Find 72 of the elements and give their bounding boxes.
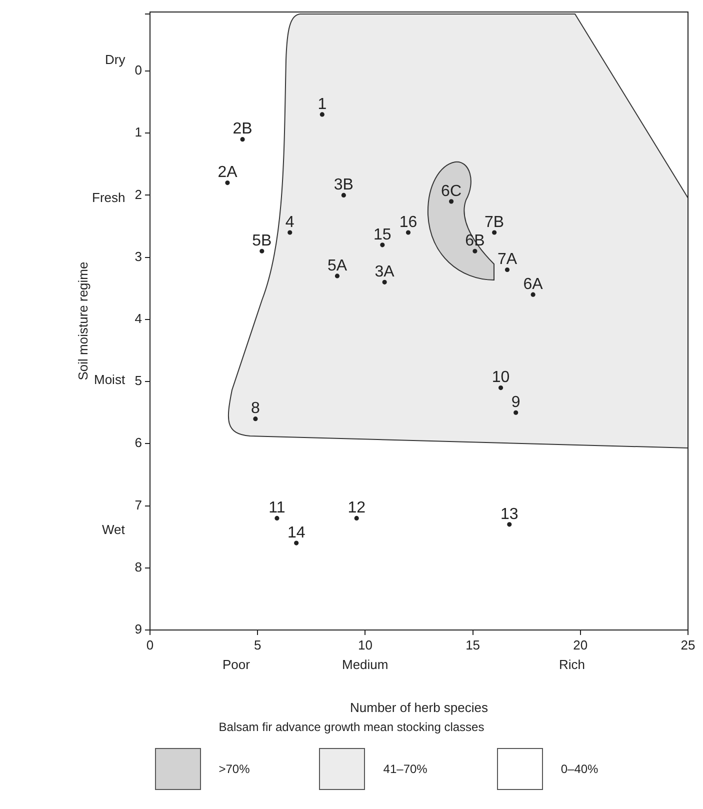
series-label: 2A <box>218 164 238 182</box>
series-label: 14 <box>287 524 306 542</box>
series-label: 8 <box>250 400 260 418</box>
point <box>507 522 512 527</box>
x-tick-label: 25 <box>680 637 696 652</box>
text: 41–70% <box>383 762 428 776</box>
y-tick-label: 5 <box>134 373 142 388</box>
series-label: 7A <box>497 251 518 268</box>
series-label: 6A <box>523 276 544 294</box>
point <box>334 274 340 278</box>
legend-title: Balsam fir advance growth mean stocking classes <box>218 720 486 734</box>
y-axis-title: Soil moisture regime <box>75 262 90 380</box>
point <box>288 230 292 235</box>
point <box>498 385 504 390</box>
point <box>380 242 385 248</box>
text: Rich <box>559 657 586 673</box>
point <box>530 292 536 297</box>
y-tick-label: 8 <box>134 559 142 574</box>
y-tick-label: 9 <box>134 622 142 637</box>
y-tick-label: 1 <box>134 124 142 140</box>
point <box>260 248 264 254</box>
text: Dry <box>105 52 126 68</box>
point <box>514 410 518 415</box>
text: Poor <box>222 657 250 673</box>
point <box>225 180 230 186</box>
point <box>504 267 510 272</box>
text: Fresh <box>92 190 126 206</box>
series-label: 3A <box>374 264 395 281</box>
series-label: 2B <box>232 120 252 138</box>
point <box>354 516 359 520</box>
x-tick-label: 15 <box>466 637 480 652</box>
series-label: 10 <box>492 369 510 386</box>
point <box>492 230 497 235</box>
series-label: 15 <box>374 226 392 244</box>
point <box>406 230 411 235</box>
y-tick-label: 4 <box>134 311 142 326</box>
x-tick-label: 10 <box>358 637 372 652</box>
text: 0–40% <box>560 762 598 776</box>
point <box>382 280 387 284</box>
point <box>448 199 454 204</box>
point <box>274 516 280 520</box>
series-label: 5A <box>327 257 348 274</box>
series-label: 3B <box>334 176 354 194</box>
point <box>253 416 258 422</box>
point <box>294 540 299 546</box>
y-tick-label: 2 <box>134 186 142 202</box>
series-label: 13 <box>500 506 518 523</box>
y-tick-label: 6 <box>134 435 142 450</box>
y-tick-label: 7 <box>134 497 142 512</box>
x-axis-title: Number of herb species <box>350 700 489 715</box>
series-label: 1 <box>318 96 327 113</box>
y-tick-label: 0 <box>134 62 142 78</box>
x-tick-label: 5 <box>254 637 262 652</box>
text: Medium <box>342 657 388 673</box>
series-label: 4 <box>285 214 294 231</box>
x-tick-label: 0 <box>146 637 154 652</box>
point <box>320 112 324 117</box>
series-label: 11 <box>268 500 286 517</box>
text: Wet <box>102 522 125 538</box>
series-label: 7B <box>484 214 504 231</box>
point <box>240 137 245 142</box>
text: >70% <box>218 762 250 776</box>
y-tick-label: 3 <box>134 248 142 264</box>
text: Moist <box>94 372 126 388</box>
series-label: 16 <box>399 214 418 231</box>
point <box>341 192 346 198</box>
point <box>472 248 478 254</box>
series-label: 5B <box>252 232 272 250</box>
x-tick-label: 20 <box>573 637 588 652</box>
series-label: 9 <box>511 394 520 412</box>
series-label: 6C <box>441 182 462 200</box>
series-label: 12 <box>348 500 366 517</box>
